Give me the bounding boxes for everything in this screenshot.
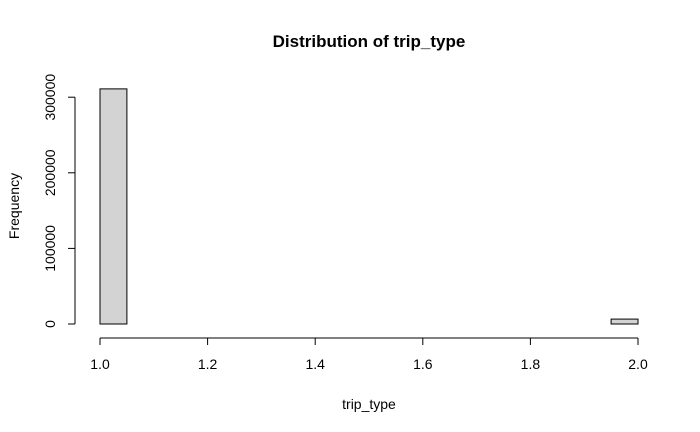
y-axis-label: Frequency [6,173,22,239]
x-tick-label: 2.0 [628,356,648,372]
x-tick-label: 1.0 [90,356,110,372]
y-tick-label: 0 [42,320,58,328]
histogram-bar-1 [99,88,128,325]
y-axis: 0 100000 200000 300000 [42,74,76,328]
x-tick-label: 1.4 [305,356,325,372]
x-tick-label: 1.2 [198,356,218,372]
x-tick-label: 1.6 [413,356,433,372]
x-axis-label: trip_type [342,396,396,412]
y-tick-label: 100000 [42,225,58,272]
chart-title: Distribution of trip_type [273,32,466,51]
histogram-bar-20 [610,318,639,325]
y-tick-label: 200000 [42,149,58,196]
bars-group [99,88,639,325]
y-tick-label: 300000 [42,74,58,121]
x-tick-label: 1.8 [521,356,541,372]
x-axis: 1.0 1.2 1.4 1.6 1.8 2.0 [90,337,648,372]
